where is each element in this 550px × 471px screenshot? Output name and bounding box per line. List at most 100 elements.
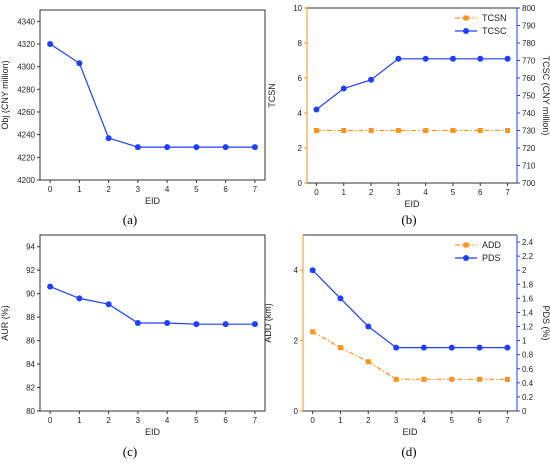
legend-label: PDS (482, 253, 501, 263)
y-right-axis-label: TCSC (CNY million) (541, 56, 550, 136)
y-right-tick-label: 1.8 (522, 280, 534, 289)
x-tick-label: 0 (310, 416, 315, 425)
x-tick-label: 3 (394, 416, 399, 425)
data-point-circle (222, 144, 229, 151)
x-tick-label: 0 (48, 416, 53, 425)
data-point-circle (368, 76, 375, 83)
y-axis-label: Obj (CNY million) (0, 60, 10, 129)
data-point-square (313, 128, 319, 133)
data-point-circle (105, 301, 112, 308)
y-right-tick-label: 1.2 (522, 323, 534, 332)
data-point-circle (47, 41, 54, 47)
legend-label: TCSC (482, 26, 507, 36)
data-point-circle (134, 320, 141, 326)
y-tick-label: 4260 (17, 108, 35, 117)
data-point-circle (47, 283, 54, 290)
x-tick-label: 7 (505, 416, 510, 425)
legend-marker-square (463, 15, 469, 21)
x-tick-label: 1 (338, 416, 343, 425)
y-tick-label: 94 (26, 243, 35, 252)
data-point-square (310, 329, 316, 335)
data-point-circle (76, 60, 83, 67)
data-point-square (477, 376, 483, 382)
y-tick-label: 92 (26, 266, 35, 275)
data-point-circle (251, 144, 258, 151)
y-right-tick-label: 0.2 (522, 393, 534, 402)
y-tick-label: 86 (26, 337, 35, 346)
y-tick-label: 4220 (17, 153, 35, 162)
data-point-circle (193, 321, 200, 328)
series-line-main (49, 286, 255, 325)
data-point-circle (164, 320, 171, 326)
y-tick-label: 90 (26, 290, 35, 299)
legend-marker-circle (463, 28, 469, 34)
x-tick-label: 7 (253, 185, 258, 194)
data-point-circle (420, 344, 427, 351)
data-point-circle (313, 106, 320, 113)
data-point-square (421, 376, 427, 382)
data-point-circle (448, 344, 455, 351)
x-tick-label: 6 (223, 185, 228, 194)
x-axis-label: EID (145, 196, 161, 206)
series-line-add (312, 331, 508, 380)
y-tick-label: 4320 (17, 40, 35, 49)
data-point-circle (365, 323, 372, 330)
x-tick-label: 5 (194, 416, 199, 425)
y-right-tick-label: 2.4 (522, 238, 534, 247)
y-right-tick-label: 770 (522, 57, 536, 66)
x-tick-label: 4 (165, 185, 170, 194)
y-right-tick-label: 0.6 (522, 365, 534, 374)
y-right-tick-label: 800 (522, 4, 536, 13)
y-right-tick-label: 740 (522, 109, 536, 118)
y-tick-label: 2 (294, 337, 299, 346)
data-point-square (395, 128, 401, 133)
plot-frame (39, 234, 266, 412)
legend-label: ADD (482, 240, 502, 250)
x-axis-label: EID (402, 427, 418, 437)
x-tick-label: 1 (342, 188, 347, 197)
y-tick-label: 2 (298, 144, 303, 153)
y-tick-label: 10 (293, 4, 302, 13)
data-point-circle (476, 344, 483, 351)
data-point-square (368, 128, 374, 133)
y-right-tick-label: 750 (522, 92, 536, 101)
data-point-circle (340, 85, 347, 92)
y-tick-label: 4300 (17, 63, 35, 72)
x-tick-label: 6 (477, 416, 482, 425)
x-tick-label: 7 (253, 416, 258, 425)
plot-frame (39, 9, 266, 181)
x-tick-label: 0 (314, 188, 319, 197)
series-line-tcsc (316, 58, 508, 110)
panel-label: (a) (123, 212, 137, 227)
data-point-square (341, 128, 347, 133)
y-tick-label: 4340 (17, 17, 35, 26)
data-point-circle (393, 344, 400, 351)
y-right-tick-label: 2 (522, 266, 527, 275)
y-right-tick-label: 790 (522, 22, 536, 31)
y-axis-label: ADD (km) (263, 303, 273, 343)
x-tick-label: 2 (106, 416, 111, 425)
x-tick-label: 0 (48, 185, 53, 194)
data-point-circle (422, 55, 429, 62)
x-tick-label: 2 (369, 188, 374, 197)
x-tick-label: 3 (136, 185, 141, 194)
data-point-square (449, 376, 455, 382)
data-point-circle (134, 144, 141, 151)
y-right-tick-label: 730 (522, 127, 536, 136)
x-tick-label: 5 (451, 188, 456, 197)
data-point-circle (193, 144, 200, 151)
data-point-circle (504, 55, 511, 62)
panel-b: 0 1 2 3 4 5 6 7 EID 0 2 4 6 8 10 TCSN 700 710 720 730 740 750… (267, 4, 550, 227)
x-tick-label: 3 (396, 188, 401, 197)
data-point-circle (222, 321, 229, 328)
panel-a: 0 1 2 3 4 5 6 7 EID 4200 4220 4240 4260 4280 4300 4320 4… (0, 9, 266, 227)
data-point-circle (309, 267, 316, 274)
x-tick-label: 4 (423, 188, 428, 197)
data-point-square (505, 128, 511, 133)
data-point-circle (504, 344, 511, 351)
x-tick-label: 4 (165, 416, 170, 425)
y-right-tick-label: 1.4 (522, 308, 534, 317)
data-point-circle (337, 295, 344, 302)
y-right-tick-label: 2.2 (522, 252, 534, 261)
